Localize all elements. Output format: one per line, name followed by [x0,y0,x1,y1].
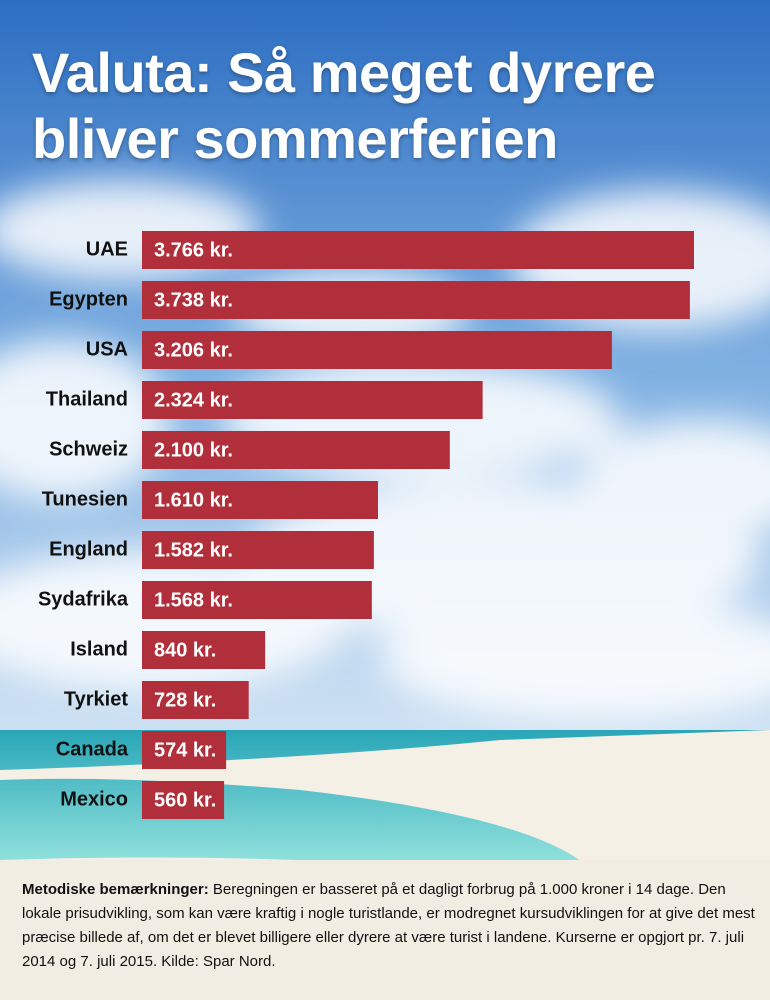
category-label: Egypten [49,288,128,310]
note-text: Beregningen er basseret på et dagligt fo… [22,881,755,970]
bar [142,281,690,319]
value-label: 574 kr. [154,739,216,761]
bar [142,731,227,769]
category-label: Tyrkiet [64,688,128,710]
value-label: 3.206 kr. [154,339,233,361]
bar [142,681,249,719]
category-label: England [49,538,128,560]
value-label: 728 kr. [154,689,216,711]
category-label: Canada [56,738,129,760]
bar [142,481,378,519]
category-label: Sydafrika [38,588,129,610]
bar [142,631,266,669]
value-label: 840 kr. [154,639,216,661]
category-label: Island [70,638,128,660]
value-label: 1.582 kr. [154,539,233,561]
bar [142,231,694,269]
category-label: Tunesien [42,488,128,510]
value-label: 3.738 kr. [154,289,233,311]
category-label: Mexico [60,788,128,810]
value-label: 2.324 kr. [154,389,233,411]
chart-title: Valuta: Så meget dyrere bliver sommerfer… [32,41,656,170]
bar [142,431,450,469]
category-label: Thailand [46,388,128,410]
bar [142,531,374,569]
value-label: 1.568 kr. [154,589,233,611]
value-label: 2.100 kr. [154,439,233,461]
value-label: 3.766 kr. [154,239,233,261]
bar [142,581,372,619]
category-label: Schweiz [49,438,128,460]
value-label: 1.610 kr. [154,489,233,511]
category-label: UAE [86,238,128,260]
value-label: 560 kr. [154,789,216,811]
note: Metodiske bemærkninger: Beregningen er b… [22,878,757,974]
bar [142,331,612,369]
bar [142,381,483,419]
note-title: Metodiske bemærkninger: [22,881,209,898]
category-label: USA [86,338,128,360]
bar [142,781,225,819]
